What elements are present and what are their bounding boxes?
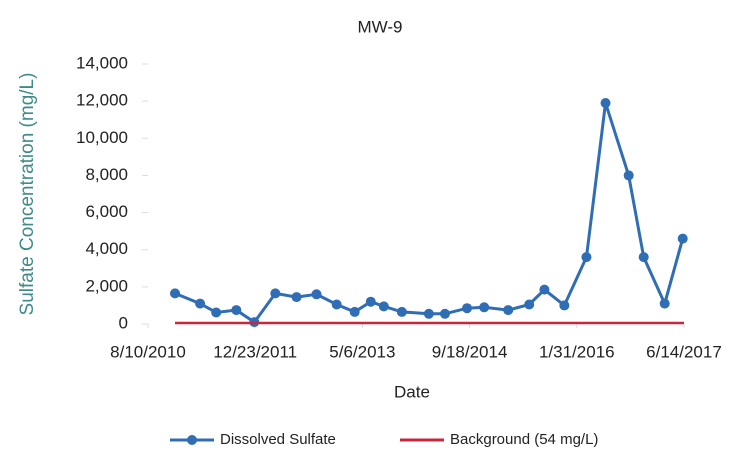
series-line <box>174 102 685 325</box>
x-tick-label: 1/31/2016 <box>539 342 615 361</box>
x-tick-label: 9/18/2014 <box>432 342 508 361</box>
data-point <box>623 170 634 181</box>
data-point <box>423 308 434 319</box>
data-point <box>539 284 550 295</box>
x-axis-label: Date <box>394 382 430 401</box>
data-point <box>170 288 181 299</box>
y-tick-label: 8,000 <box>85 165 128 184</box>
y-tick-label: 2,000 <box>85 276 128 295</box>
data-point <box>503 305 514 316</box>
y-tick-label: 12,000 <box>76 91 128 110</box>
x-tick-label: 12/23/2011 <box>213 342 297 361</box>
data-point <box>231 305 242 316</box>
data-point <box>479 302 490 313</box>
y-tick-label: 0 <box>119 313 128 332</box>
legend-label: Background (54 mg/L) <box>450 431 598 448</box>
data-point <box>439 308 450 319</box>
legend-label: Dissolved Sulfate <box>220 431 336 448</box>
data-point <box>677 233 688 244</box>
data-point <box>291 292 302 303</box>
data-point <box>331 299 342 310</box>
y-tick-label: 6,000 <box>85 202 128 221</box>
data-point <box>581 252 592 263</box>
data-point <box>396 306 407 317</box>
data-point <box>600 98 611 108</box>
data-point <box>195 298 206 309</box>
x-tick-label: 5/6/2013 <box>329 342 395 361</box>
data-point <box>524 299 535 310</box>
data-point <box>270 288 281 299</box>
y-tick-label: 4,000 <box>85 239 128 258</box>
y-tick-label: 14,000 <box>76 53 128 72</box>
x-tick-label: 8/10/2010 <box>110 342 186 361</box>
data-point <box>638 252 649 263</box>
data-point <box>462 303 473 314</box>
data-point <box>365 296 376 307</box>
data-point <box>349 306 360 317</box>
data-point <box>559 300 570 311</box>
data-point <box>211 307 222 318</box>
data-point <box>378 301 389 312</box>
x-tick-label: 6/14/2017 <box>646 342 722 361</box>
data-point <box>311 289 322 300</box>
legend-marker <box>187 435 197 445</box>
y-axis-label: Sulfate Concentration (mg/L) <box>17 73 38 316</box>
y-tick-label: 10,000 <box>76 128 128 147</box>
data-point <box>659 298 670 309</box>
chart-title: MW-9 <box>357 17 402 36</box>
